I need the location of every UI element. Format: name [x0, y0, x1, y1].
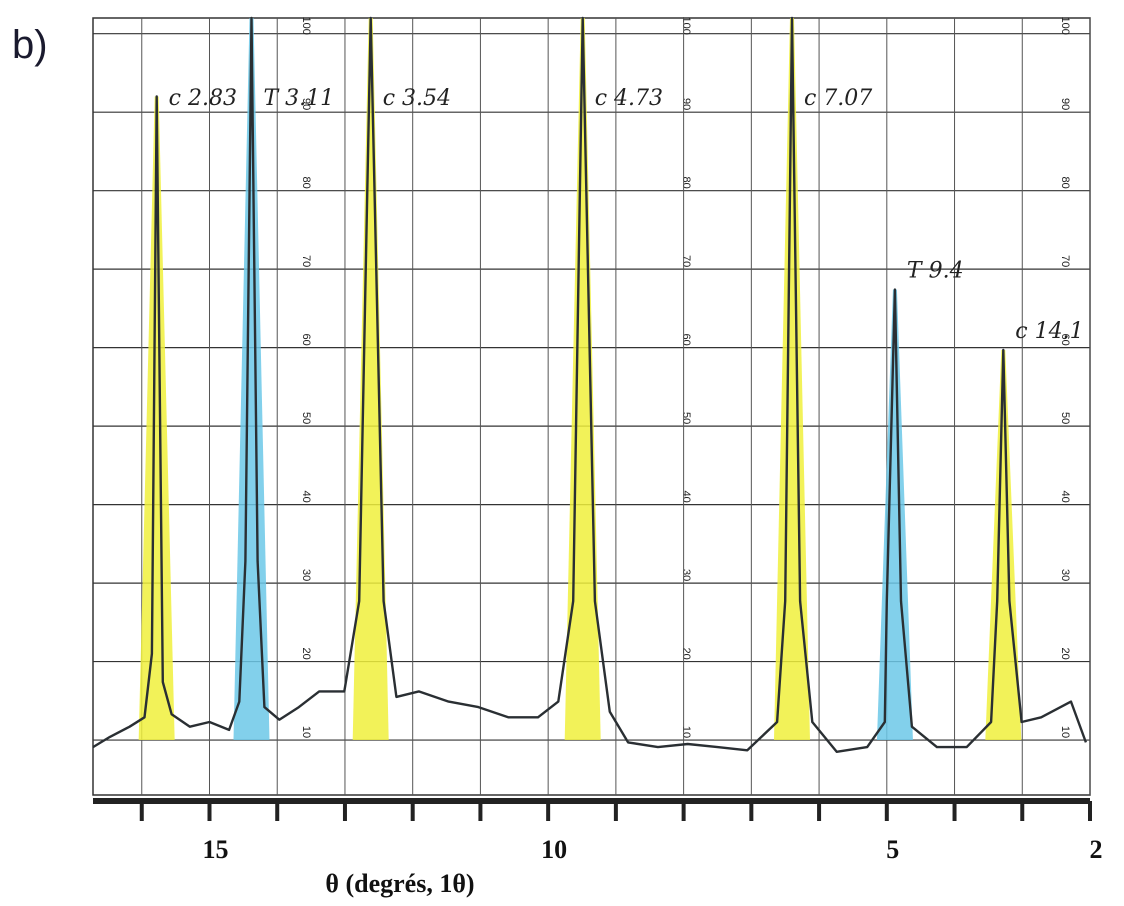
x-tick-label: 2	[1090, 835, 1103, 864]
x-axis-line	[93, 798, 1090, 804]
y-tick-label: 80	[300, 177, 312, 189]
data-line	[92, 16, 1088, 753]
y-tick-label: 70	[680, 255, 692, 267]
x-tick-label: 10	[541, 835, 567, 864]
y-tick-label: 100	[300, 17, 312, 35]
y-tick-label: 20	[300, 647, 312, 659]
y-tick-label: 30	[1059, 569, 1071, 581]
y-tick-label: 50	[1059, 412, 1071, 424]
peak-label: T 3.11	[263, 86, 334, 111]
y-tick-label: 90	[1059, 98, 1071, 110]
peak-fill	[352, 18, 389, 741]
peak-fill	[773, 18, 810, 741]
y-tick-label: 40	[1059, 490, 1071, 502]
y-tick-label: 20	[680, 647, 692, 659]
x-axis-title: θ (degrés, 1θ)	[325, 869, 474, 898]
peak-fill	[233, 18, 270, 741]
y-tick-label: 10	[300, 726, 312, 738]
x-tick-label: 15	[202, 835, 228, 864]
y-tick-label: 50	[680, 412, 692, 424]
peak-label: c 2.83	[169, 86, 237, 111]
x-tick-label: 5	[886, 835, 899, 864]
y-tick-label: 100	[1059, 17, 1071, 35]
y-tick-label: 60	[680, 334, 692, 346]
y-tick-label: 70	[300, 255, 312, 267]
peak-label: c 4.73	[595, 86, 663, 111]
y-tick-label: 90	[300, 98, 312, 110]
y-tick-label: 80	[680, 177, 692, 189]
peak-fill	[138, 96, 175, 741]
y-tick-label: 10	[1059, 726, 1071, 738]
peak-label: c 14.1	[1015, 319, 1083, 344]
y-tick-label: 40	[300, 490, 312, 502]
y-tick-label: 100	[680, 17, 692, 35]
panel-label: b)	[12, 23, 48, 67]
y-tick-label: 90	[680, 98, 692, 110]
peak-label: c 3.54	[383, 86, 451, 111]
y-tick-label: 60	[300, 334, 312, 346]
peak-label: c 7.07	[804, 86, 872, 111]
y-tick-label: 50	[300, 412, 312, 424]
y-tick-label: 10	[680, 726, 692, 738]
y-tick-label: 40	[680, 490, 692, 502]
y-tick-label: 80	[1059, 177, 1071, 189]
y-tick-label: 60	[1059, 334, 1071, 346]
y-tick-label: 20	[1059, 647, 1071, 659]
y-tick-label: 30	[680, 569, 692, 581]
y-tick-label: 30	[300, 569, 312, 581]
y-tick-label: 70	[1059, 255, 1071, 267]
peak-label: T 9.4	[907, 259, 964, 284]
